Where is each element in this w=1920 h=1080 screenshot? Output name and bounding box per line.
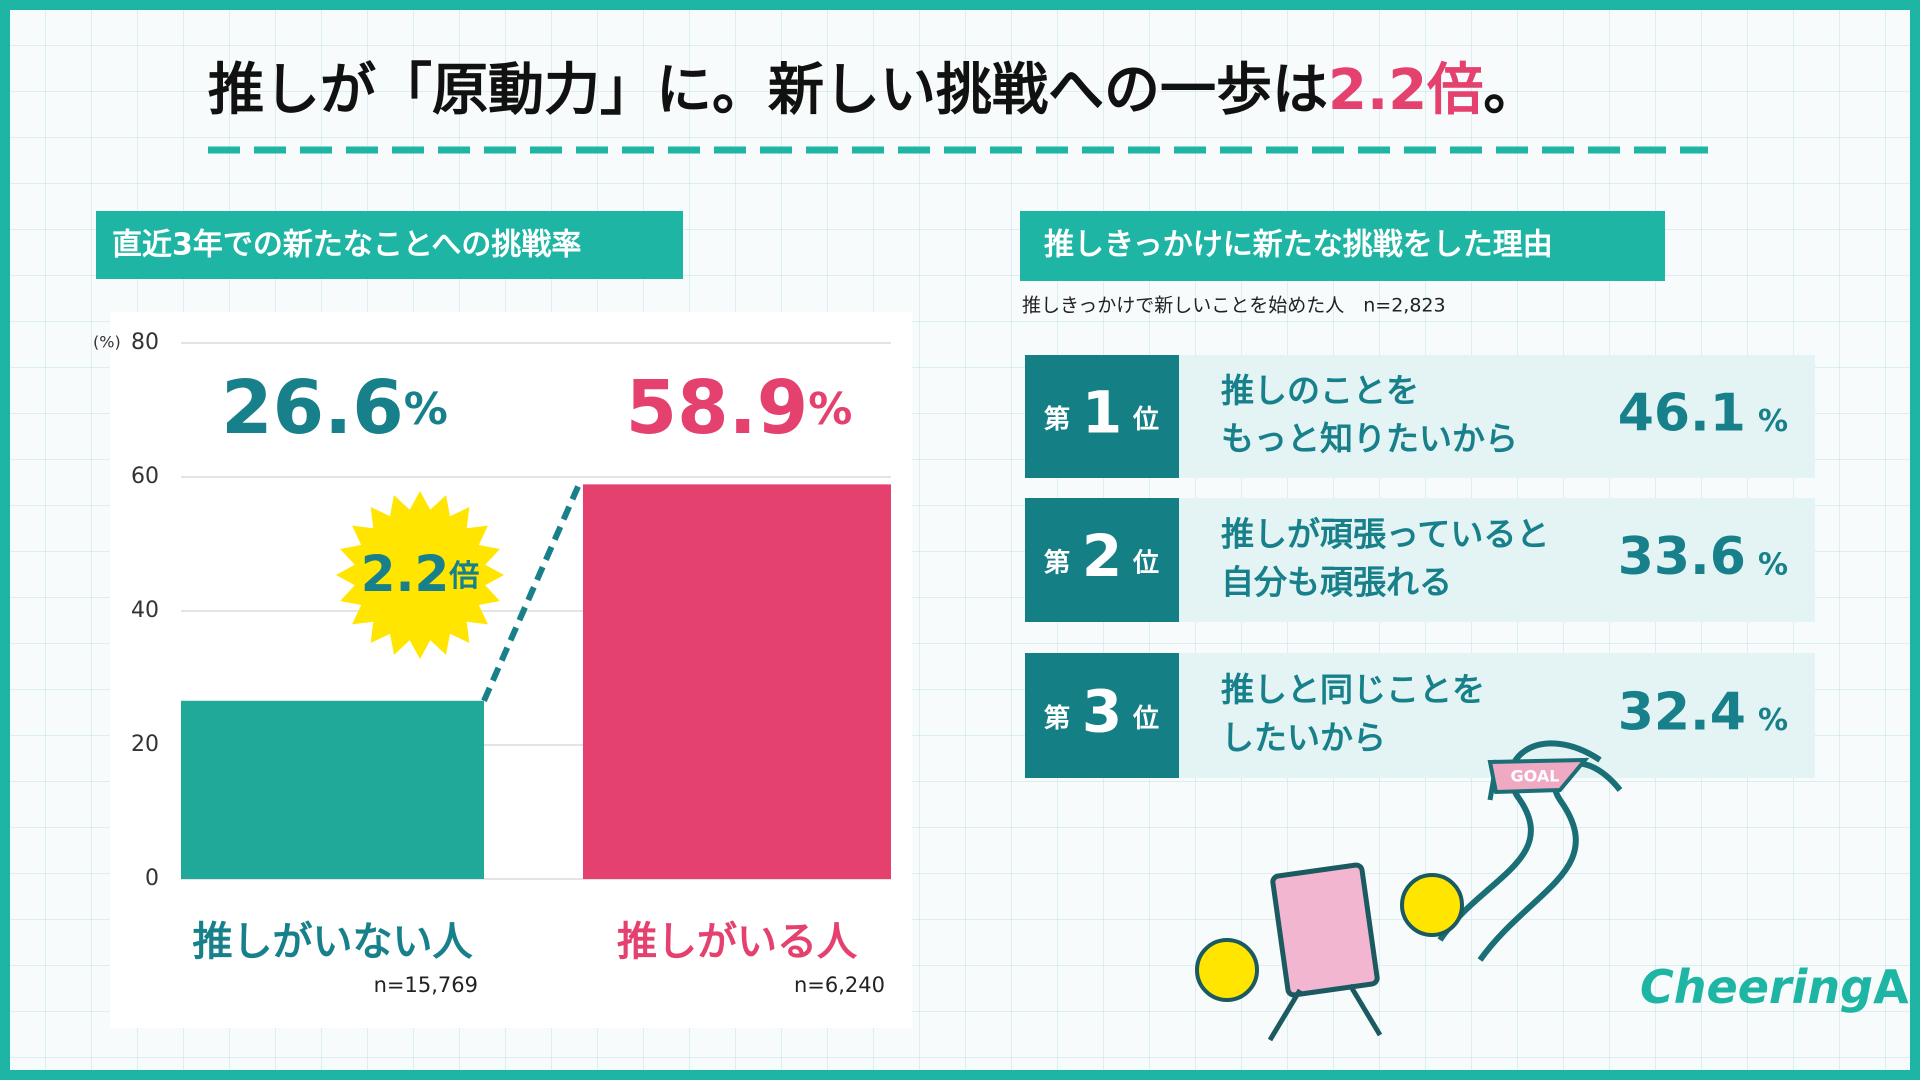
rank-panel	[1179, 355, 1815, 478]
pompom	[1195, 938, 1259, 1002]
reason: 推しが頑張っていると	[1221, 515, 1549, 554]
character	[1270, 862, 1380, 998]
sample-size: n=15,769	[374, 973, 478, 997]
rank-prefix: 第	[1044, 404, 1070, 435]
rank-panel	[1179, 653, 1815, 778]
reason: もっと知りたいから	[1221, 419, 1518, 458]
logo-script: Cheering	[1640, 960, 1873, 1014]
rank-number: 1	[1082, 379, 1122, 447]
y-tick-label: 40	[131, 598, 159, 623]
rank-prefix: 第	[1044, 703, 1070, 734]
x-tick-label: 推しがいる人	[617, 919, 858, 965]
flag-text: GOAL	[1511, 767, 1560, 786]
rank-unit: %	[1758, 548, 1788, 583]
y-tick-label: 0	[145, 866, 159, 891]
flag	[1487, 757, 1590, 795]
rank-value: 32.4	[1618, 683, 1746, 743]
burst	[336, 491, 504, 659]
rank-suffix: 位	[1132, 704, 1159, 734]
rank-value: 46.1	[1618, 384, 1746, 444]
ranking-note: 推しきっかけで新しいことを始めた人 n=2,823	[1022, 295, 1446, 317]
title-text: 推しが「原動力」に。新しい挑戦への一歩は	[208, 58, 1328, 123]
ranking-title: 推しきっかけに新たな挑戦をした理由	[1044, 228, 1553, 263]
rank-badge	[1025, 653, 1179, 778]
reason: 推しと同じことを	[1221, 670, 1485, 709]
rank-prefix: 第	[1044, 548, 1070, 579]
x-tick-label: 推しがいない人	[193, 919, 474, 965]
illustration: GOAL	[1195, 740, 1623, 1042]
rank-number: 2	[1082, 522, 1122, 590]
rank-badge	[1025, 498, 1179, 622]
reason: 推しのことを	[1221, 371, 1419, 410]
rank-suffix: 位	[1132, 405, 1159, 435]
ranking-title-box	[1020, 211, 1665, 281]
title-end: 。	[1483, 58, 1539, 123]
chart-title-box	[96, 211, 683, 279]
chart-title: 直近3年での新たなことへの挑戦率	[112, 228, 581, 263]
y-tick-label: 80	[131, 330, 159, 355]
rank-unit: %	[1758, 404, 1788, 439]
sample-size: n=6,240	[794, 973, 885, 997]
y-tick-label: 20	[131, 732, 159, 757]
bar	[583, 484, 891, 879]
rank-number: 3	[1082, 678, 1122, 746]
logo-suffix: AD	[1873, 960, 1920, 1014]
reason: したいから	[1221, 718, 1386, 757]
value-label: 26.6%	[221, 365, 448, 451]
reason: 自分も頑張れる	[1221, 563, 1452, 602]
legs	[1267, 983, 1383, 1042]
bar	[181, 700, 484, 879]
title-highlight: 2.2倍	[1328, 58, 1483, 123]
rank-badge	[1025, 355, 1179, 478]
rank-suffix: 位	[1132, 549, 1159, 579]
logo: CheeringAD	[1640, 960, 1920, 1014]
value-label: 58.9%	[626, 365, 853, 451]
page-title: 推しが「原動力」に。新しい挑戦への一歩は2.2倍。	[208, 58, 1539, 123]
connector	[481, 483, 582, 702]
rank-unit: %	[1758, 703, 1788, 738]
road	[1437, 740, 1602, 942]
rank-panel	[1179, 498, 1815, 622]
annotation: 2.2倍	[361, 545, 480, 603]
rank-value: 33.6	[1618, 527, 1746, 587]
plot: 0 20 40 60 80 26.6% 推しがいない人 n=15,769 58.9% 推しがいる人…	[131, 330, 891, 997]
y-tick-label: 60	[131, 464, 159, 489]
y-axis-label: (%)	[93, 333, 121, 352]
pompom	[1400, 873, 1464, 937]
